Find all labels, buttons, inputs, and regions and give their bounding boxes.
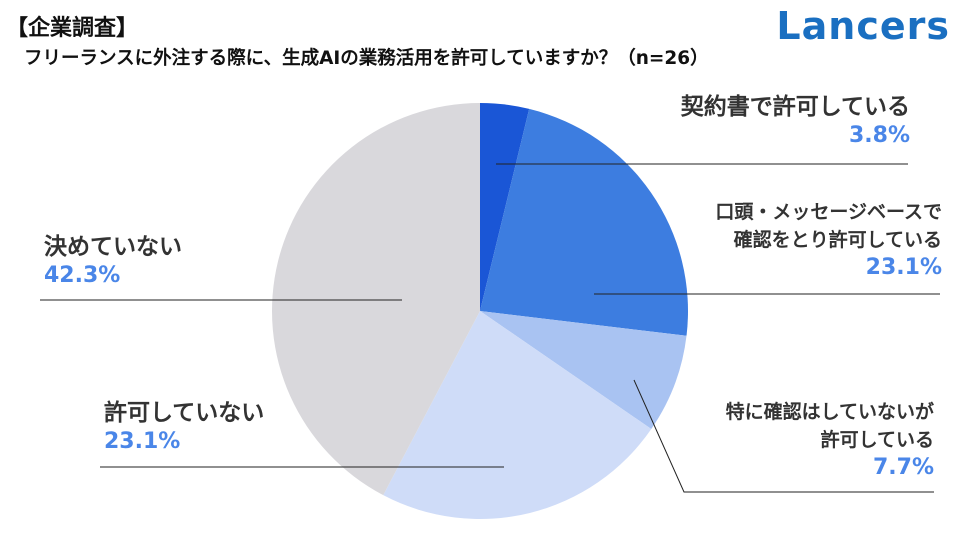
slice-label-undecided: 決めていない 42.3% bbox=[44, 232, 182, 290]
slice-label-contract: 契約書で許可している 3.8% bbox=[681, 92, 910, 150]
slice-percent: 42.3% bbox=[44, 263, 121, 288]
slice-label-line1: 口頭・メッセージベースで bbox=[715, 201, 942, 223]
slice-label-text: 決めていない bbox=[44, 234, 182, 260]
slice-label-line2: 確認をとり許可している bbox=[733, 229, 942, 251]
lancers-logo: Lancers bbox=[776, 4, 950, 48]
pie-slice-contract bbox=[480, 103, 530, 311]
survey-tag: 【企業調査】 bbox=[6, 16, 139, 41]
slice-label-not-permitted: 許可していない 23.1% bbox=[104, 398, 264, 456]
slice-label-verbal: 口頭・メッセージベースで 確認をとり許可している 23.1% bbox=[715, 198, 942, 282]
slice-label-line1: 特に確認はしていないが bbox=[725, 401, 934, 423]
survey-question: フリーランスに外注する際に、生成AIの業務活用を許可していますか？（n=26） bbox=[24, 48, 709, 69]
slice-label-line2: 許可している bbox=[820, 429, 934, 451]
slice-percent: 7.7% bbox=[872, 455, 934, 480]
pie-slice-implicit bbox=[480, 311, 687, 429]
slice-percent: 23.1% bbox=[104, 429, 181, 454]
pie-slice-undecided bbox=[271, 103, 480, 496]
slice-percent: 3.8% bbox=[848, 123, 910, 148]
slice-label-implicit: 特に確認はしていないが 許可している 7.7% bbox=[726, 398, 934, 482]
pie-slice-verbal bbox=[480, 108, 689, 336]
slice-percent: 23.1% bbox=[865, 255, 942, 280]
leader-line bbox=[633, 379, 934, 493]
slice-label-text: 許可していない bbox=[104, 400, 265, 426]
slice-label-text: 契約書で許可している bbox=[680, 94, 910, 120]
